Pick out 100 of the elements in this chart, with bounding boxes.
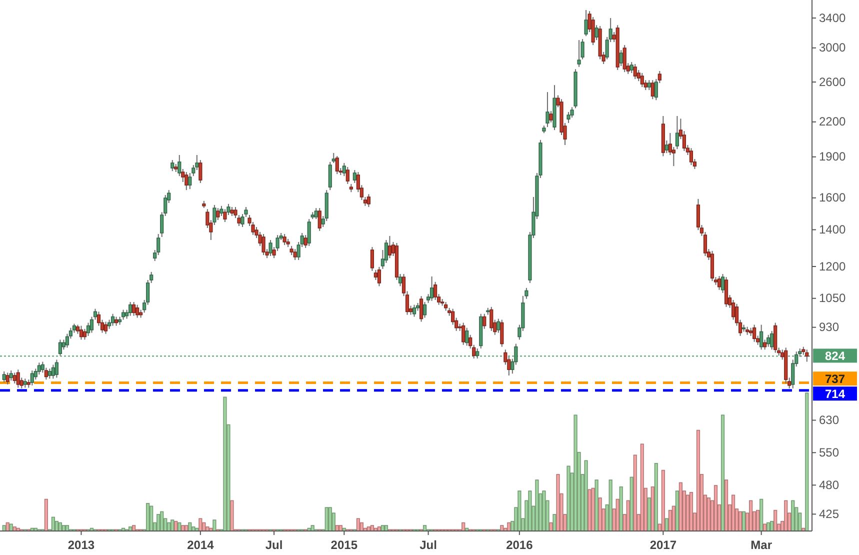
bar	[738, 511, 742, 532]
bar	[742, 511, 746, 532]
candlestick	[422, 302, 427, 318]
bar	[650, 486, 654, 532]
bar	[770, 520, 774, 532]
x-tick-label: 2015	[330, 538, 358, 552]
bar	[668, 510, 672, 532]
y-tick-label: 550	[819, 445, 840, 460]
bar	[720, 414, 725, 532]
bar	[170, 520, 174, 532]
ref-line-label: 737	[824, 372, 846, 386]
candlestick	[689, 148, 694, 166]
bar	[518, 490, 522, 532]
candlestick	[650, 80, 654, 100]
candlestick	[770, 330, 774, 350]
candlestick	[318, 208, 322, 232]
y-tick-label: 1050	[819, 291, 846, 306]
candlestick	[647, 80, 651, 91]
bar	[675, 490, 679, 532]
bar	[566, 466, 570, 532]
bar	[706, 497, 711, 532]
candlestick	[577, 40, 581, 68]
bar	[574, 414, 578, 532]
candlestick	[366, 194, 370, 208]
y-tick-label: 1400	[819, 222, 846, 237]
candlestick	[500, 319, 504, 348]
bar	[54, 520, 58, 532]
bar	[535, 480, 539, 532]
y-tick-label: 930	[819, 320, 840, 334]
candlestick	[2, 370, 6, 383]
candlestick	[619, 50, 623, 67]
y-tick-label: 425	[819, 506, 840, 521]
candlestick	[114, 316, 118, 326]
x-tick-label: Mar	[750, 538, 772, 552]
candlestick	[121, 309, 126, 320]
candlestick	[290, 245, 294, 256]
candlestick	[346, 166, 350, 184]
y-tick-label: 2200	[819, 114, 846, 129]
bar	[654, 462, 658, 532]
candlestick	[370, 246, 374, 272]
bar	[598, 497, 602, 532]
candlestick	[462, 322, 466, 346]
bar	[584, 460, 588, 532]
bar	[156, 514, 160, 532]
x-tick-label: Jul	[420, 538, 437, 552]
bar	[724, 480, 728, 532]
x-tick-label: 2013	[68, 538, 95, 552]
bar	[647, 497, 651, 532]
candlestick	[482, 313, 486, 330]
bar	[9, 524, 13, 532]
candlestick	[640, 72, 644, 88]
candlestick	[184, 172, 188, 191]
candlestick	[419, 296, 424, 322]
candlestick	[412, 304, 416, 318]
bar	[626, 500, 630, 532]
bar	[174, 520, 178, 532]
bar	[805, 392, 809, 532]
bar	[763, 524, 767, 532]
candlestick	[763, 339, 767, 350]
bar	[640, 444, 644, 532]
bar	[760, 498, 764, 532]
y-tick-label: 480	[819, 478, 840, 492]
y-tick-label: 3400	[819, 10, 846, 25]
bar	[198, 518, 202, 532]
candlestick	[23, 378, 27, 388]
bar	[44, 498, 48, 532]
candlestick	[664, 140, 668, 154]
candlestick	[268, 239, 272, 256]
candlestick	[170, 160, 174, 172]
candlestick	[110, 313, 115, 326]
x-tick-label: 2017	[650, 538, 677, 552]
candlestick	[374, 269, 378, 280]
candlestick	[6, 372, 10, 385]
candlestick	[766, 334, 770, 348]
bar	[552, 514, 556, 532]
bar	[619, 486, 623, 532]
candlestick	[332, 152, 336, 164]
bar	[223, 396, 227, 532]
bar	[714, 485, 718, 532]
candlestick	[30, 370, 34, 386]
candlestick	[307, 218, 311, 246]
x-tick-label: 2014	[187, 538, 214, 552]
bar	[594, 480, 598, 532]
bar	[686, 494, 690, 532]
candlestick	[128, 302, 132, 316]
candlestick	[724, 276, 728, 308]
bar	[756, 510, 760, 532]
candlestick	[262, 234, 266, 256]
candlestick	[12, 372, 16, 384]
y-tick-label: 1200	[819, 259, 846, 274]
candlestick	[104, 321, 108, 334]
bar	[678, 482, 682, 532]
y-tick-label: 1900	[819, 150, 846, 164]
candlestick	[90, 316, 94, 334]
candlestick	[132, 302, 136, 316]
x-tick-label: Jul	[265, 538, 283, 552]
candlestick	[774, 322, 778, 354]
bar	[608, 480, 612, 532]
candlestick	[37, 362, 41, 376]
bar	[749, 500, 753, 532]
